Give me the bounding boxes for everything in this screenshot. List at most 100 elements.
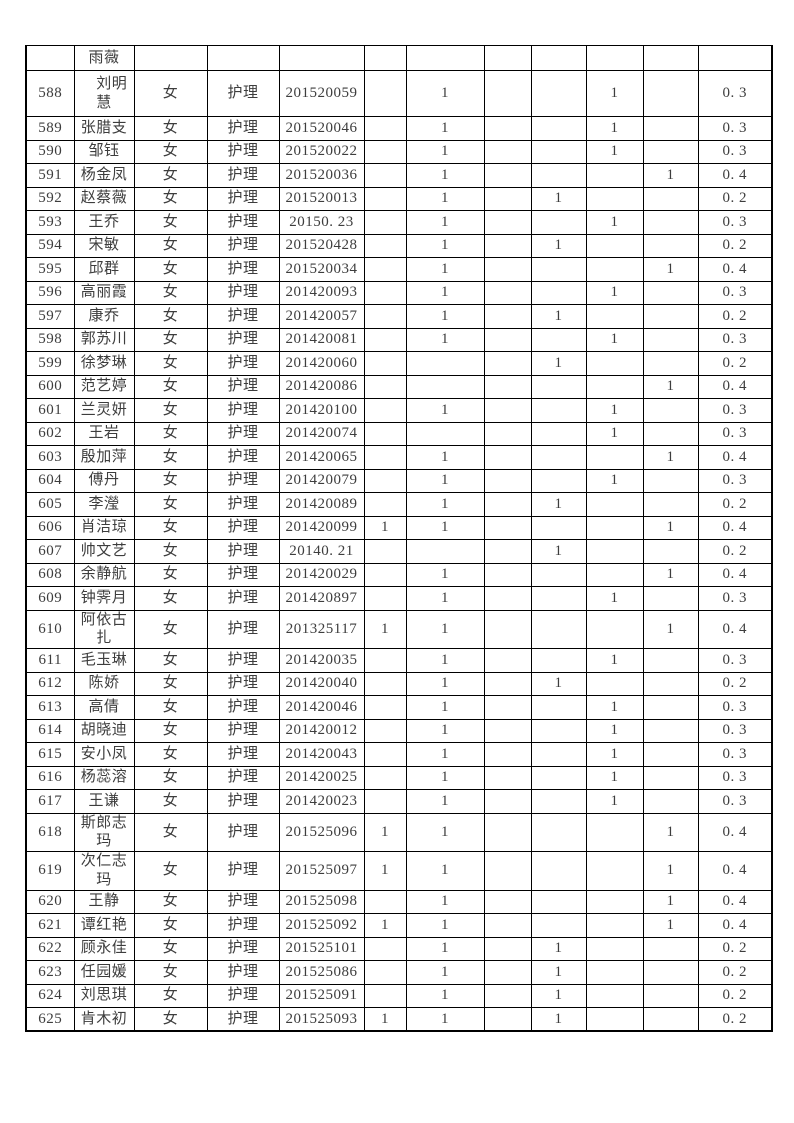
cell-student-id: 201520428: [278, 233, 365, 258]
cell-mark-4: 1: [530, 936, 587, 961]
cell-major: 护理: [206, 468, 280, 493]
cell-student-id: 201420023: [278, 789, 365, 814]
cell-score: 0. 2: [697, 960, 773, 985]
cell-mark-3: [483, 695, 532, 720]
cell-mark-3: [483, 718, 532, 743]
cell-major: 护理: [206, 765, 280, 790]
cell-major: 护理: [206, 983, 280, 1008]
cell-mark-5: 1: [585, 648, 644, 673]
cell-gender: 女: [133, 812, 208, 852]
cell-row-number: 604: [25, 468, 75, 493]
cell-major: 护理: [206, 586, 280, 611]
cell-name: 张腊支: [73, 116, 135, 141]
cell-mark-4: 1: [530, 983, 587, 1008]
cell-score: 0. 3: [697, 789, 773, 814]
cell-mark-5: [585, 936, 644, 961]
cell-mark-4: [530, 851, 587, 891]
cell-mark-1: [363, 960, 407, 985]
cell-score: 0. 4: [697, 445, 773, 470]
cell-major: 护理: [206, 257, 280, 282]
cell-major: 护理: [206, 233, 280, 258]
cell-mark-4: [530, 45, 587, 71]
cell-mark-2: 1: [405, 210, 485, 235]
cell-gender: 女: [133, 398, 208, 423]
cell-mark-1: [363, 374, 407, 399]
cell-mark-5: [585, 304, 644, 329]
cell-row-number: 618: [25, 812, 75, 852]
cell-student-id: 201525097: [278, 851, 365, 891]
cell-mark-2: [405, 421, 485, 446]
cell-major: 护理: [206, 515, 280, 540]
cell-student-id: 201520013: [278, 186, 365, 211]
cell-mark-5: [585, 186, 644, 211]
cell-mark-5: [585, 609, 644, 649]
cell-row-number: 605: [25, 492, 75, 517]
cell-score: 0. 2: [697, 1007, 773, 1032]
cell-gender: 女: [133, 515, 208, 540]
table-row: 雨薇: [25, 45, 773, 71]
cell-row-number: 611: [25, 648, 75, 673]
cell-student-id: 20140. 21: [278, 539, 365, 564]
cell-major: 护理: [206, 139, 280, 164]
cell-gender: 女: [133, 851, 208, 891]
cell-gender: 女: [133, 468, 208, 493]
cell-mark-2: 1: [405, 789, 485, 814]
table-row: 589 张腊支女护理 201520046 1 1 0. 3: [25, 116, 773, 141]
cell-student-id: 201420065: [278, 445, 365, 470]
cell-mark-2: 1: [405, 586, 485, 611]
cell-mark-1: [363, 304, 407, 329]
cell-row-number: 594: [25, 233, 75, 258]
table-row: 618 斯郎志玛女护理 201525096 1 1 1 0. 4: [25, 812, 773, 852]
cell-mark-3: [483, 468, 532, 493]
cell-mark-1: 1: [363, 515, 407, 540]
cell-major: 护理: [206, 351, 280, 376]
cell-mark-3: [483, 186, 532, 211]
cell-gender: 女: [133, 1007, 208, 1032]
cell-mark-4: [530, 398, 587, 423]
cell-mark-1: [363, 586, 407, 611]
cell-mark-3: [483, 562, 532, 587]
cell-mark-2: 1: [405, 562, 485, 587]
cell-mark-1: [363, 695, 407, 720]
cell-student-id: 201525086: [278, 960, 365, 985]
cell-mark-2: [405, 351, 485, 376]
cell-mark-4: 1: [530, 186, 587, 211]
cell-mark-1: [363, 210, 407, 235]
cell-mark-3: [483, 1007, 532, 1032]
cell-mark-6: 1: [642, 889, 699, 914]
cell-mark-3: [483, 116, 532, 141]
table-row: 617 王谦女护理 201420023 1 1 0. 3: [25, 789, 773, 814]
cell-row-number: 591: [25, 163, 75, 188]
cell-mark-4: [530, 562, 587, 587]
cell-mark-3: [483, 374, 532, 399]
cell-major: 护理: [206, 421, 280, 446]
cell-mark-2: 1: [405, 983, 485, 1008]
cell-major: 护理: [206, 445, 280, 470]
cell-student-id: 201420897: [278, 586, 365, 611]
cell-major: 护理: [206, 327, 280, 352]
cell-name: 邹钰: [73, 139, 135, 164]
table-row: 595 邱群女护理 201520034 1 1 0. 4: [25, 257, 773, 282]
cell-mark-5: [585, 889, 644, 914]
cell-major: 护理: [206, 960, 280, 985]
cell-score: 0. 3: [697, 648, 773, 673]
cell-mark-1: [363, 648, 407, 673]
cell-major: 护理: [206, 163, 280, 188]
cell-score: 0. 2: [697, 351, 773, 376]
cell-student-id: 201420035: [278, 648, 365, 673]
cell-mark-2: 1: [405, 163, 485, 188]
cell-mark-2: 1: [405, 280, 485, 305]
cell-mark-4: [530, 70, 587, 117]
cell-student-id: 201420099: [278, 515, 365, 540]
cell-name: 王静: [73, 889, 135, 914]
cell-row-number: 600: [25, 374, 75, 399]
cell-mark-3: [483, 233, 532, 258]
cell-mark-5: [585, 851, 644, 891]
cell-mark-3: [483, 889, 532, 914]
cell-score: 0. 3: [697, 742, 773, 767]
cell-name: 胡晓迪: [73, 718, 135, 743]
cell-mark-4: [530, 913, 587, 938]
table-body: 雨薇 588 刘明 慧女护理 201520059 1 1 0. 3 589 张腊支女护理 201…: [25, 45, 773, 1032]
cell-mark-2: 1: [405, 515, 485, 540]
cell-score: 0. 4: [697, 913, 773, 938]
